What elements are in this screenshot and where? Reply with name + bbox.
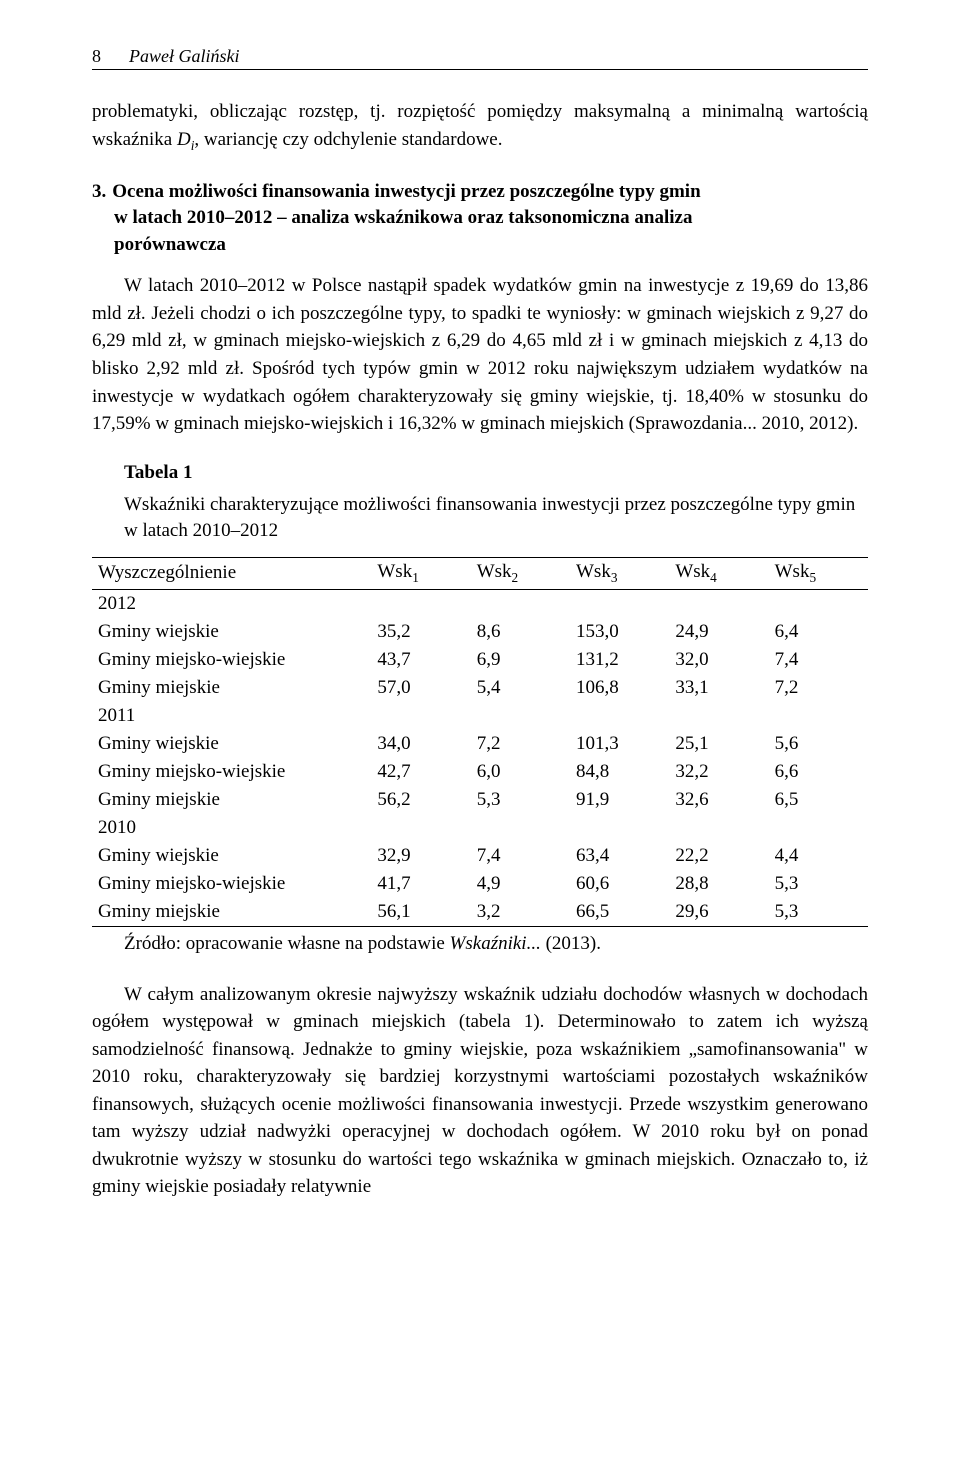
running-head: 8 Paweł Galiński (92, 46, 868, 70)
closing-paragraph-text: W całym analizowanym okresie najwyższy w… (92, 984, 868, 1198)
row-value: 66,5 (570, 898, 669, 927)
row-value: 28,8 (669, 870, 768, 898)
row-value: 63,4 (570, 842, 669, 870)
row-value: 3,2 (471, 898, 570, 927)
row-value: 6,0 (471, 758, 570, 786)
var-di: Di (177, 129, 194, 150)
table-row: Gminy miejsko-wiejskie42,76,084,832,26,6 (92, 758, 868, 786)
table-row: Gminy miejsko-wiejskie43,76,9131,232,07,… (92, 646, 868, 674)
table-label: Tabela 1 (124, 462, 868, 484)
row-value: 7,2 (769, 674, 868, 702)
section-title-line1: Ocena możliwości finansowania inwestycji… (112, 181, 700, 202)
table-year-row: 2012 (92, 589, 868, 618)
row-value: 32,0 (669, 646, 768, 674)
section-heading: 3. Ocena możliwości finansowania inwestyc… (92, 179, 868, 259)
col-header: Wsk3 (570, 557, 669, 589)
section-number: 3. (92, 179, 106, 206)
col-header: Wsk5 (769, 557, 868, 589)
row-label: Gminy wiejskie (92, 618, 371, 646)
row-value: 25,1 (669, 730, 768, 758)
row-value: 29,6 (669, 898, 768, 927)
indicators-table: Wyszczególnienie Wsk1 Wsk2 Wsk3 Wsk4 Wsk… (92, 557, 868, 927)
row-value: 32,2 (669, 758, 768, 786)
page-number: 8 (92, 46, 101, 67)
row-value: 5,6 (769, 730, 868, 758)
row-value: 43,7 (371, 646, 470, 674)
row-value: 7,4 (471, 842, 570, 870)
row-value: 106,8 (570, 674, 669, 702)
table-year-cell: 2012 (92, 589, 868, 618)
row-value: 5,3 (769, 870, 868, 898)
table-header-row: Wyszczególnienie Wsk1 Wsk2 Wsk3 Wsk4 Wsk… (92, 557, 868, 589)
row-value: 60,6 (570, 870, 669, 898)
body-paragraph: W latach 2010–2012 w Polsce nastąpił spa… (92, 272, 868, 437)
body-paragraph-text: W latach 2010–2012 w Polsce nastąpił spa… (92, 275, 868, 434)
row-label: Gminy miejsko-wiejskie (92, 758, 371, 786)
row-value: 6,6 (769, 758, 868, 786)
row-label: Gminy miejskie (92, 898, 371, 927)
table-row: Gminy wiejskie34,07,2101,325,15,6 (92, 730, 868, 758)
row-label: Gminy miejsko-wiejskie (92, 646, 371, 674)
row-label: Gminy miejskie (92, 786, 371, 814)
row-value: 4,4 (769, 842, 868, 870)
row-value: 6,9 (471, 646, 570, 674)
row-label: Gminy wiejskie (92, 842, 371, 870)
closing-paragraph: W całym analizowanym okresie najwyższy w… (92, 981, 868, 1201)
row-value: 5,3 (769, 898, 868, 927)
row-value: 42,7 (371, 758, 470, 786)
row-value: 5,4 (471, 674, 570, 702)
row-value: 6,4 (769, 618, 868, 646)
table-row: Gminy wiejskie35,28,6153,024,96,4 (92, 618, 868, 646)
source-prefix: Źródło: opracowanie własne na podstawie (124, 933, 450, 954)
row-value: 33,1 (669, 674, 768, 702)
row-value: 34,0 (371, 730, 470, 758)
table-row: Gminy miejskie57,05,4106,833,17,2 (92, 674, 868, 702)
row-value: 7,2 (471, 730, 570, 758)
row-value: 22,2 (669, 842, 768, 870)
table-year-cell: 2011 (92, 702, 868, 730)
table-source: Źródło: opracowanie własne na podstawie … (124, 933, 868, 955)
table-year-row: 2010 (92, 814, 868, 842)
row-value: 8,6 (471, 618, 570, 646)
row-value: 131,2 (570, 646, 669, 674)
col-header: Wsk1 (371, 557, 470, 589)
table-caption: Wskaźniki charakteryzujące możliwości fi… (124, 492, 868, 545)
table-year-row: 2011 (92, 702, 868, 730)
table-row: Gminy miejsko-wiejskie41,74,960,628,85,3 (92, 870, 868, 898)
row-value: 24,9 (669, 618, 768, 646)
row-value: 56,1 (371, 898, 470, 927)
row-value: 6,5 (769, 786, 868, 814)
row-value: 101,3 (570, 730, 669, 758)
author-name: Paweł Galiński (129, 46, 240, 67)
row-label: Gminy miejskie (92, 674, 371, 702)
section-title-line2: w latach 2010–2012 – analiza wskaźnikowa… (114, 205, 868, 232)
row-label: Gminy miejsko-wiejskie (92, 870, 371, 898)
source-ital: Wskaźniki... (450, 933, 541, 954)
col-header: Wsk2 (471, 557, 570, 589)
col-header: Wyszczególnienie (92, 557, 371, 589)
section-title-line3: porównawcza (114, 232, 868, 259)
row-value: 57,0 (371, 674, 470, 702)
row-value: 4,9 (471, 870, 570, 898)
table-row: Gminy miejskie56,13,266,529,65,3 (92, 898, 868, 927)
row-value: 56,2 (371, 786, 470, 814)
row-value: 153,0 (570, 618, 669, 646)
row-label: Gminy wiejskie (92, 730, 371, 758)
page: 8 Paweł Galiński problematyki, obliczają… (0, 0, 960, 1281)
table-row: Gminy wiejskie32,97,463,422,24,4 (92, 842, 868, 870)
row-value: 41,7 (371, 870, 470, 898)
table-body: 2012Gminy wiejskie35,28,6153,024,96,4Gmi… (92, 589, 868, 926)
col-header: Wsk4 (669, 557, 768, 589)
row-value: 5,3 (471, 786, 570, 814)
row-value: 91,9 (570, 786, 669, 814)
row-value: 32,9 (371, 842, 470, 870)
row-value: 32,6 (669, 786, 768, 814)
source-suffix: (2013). (541, 933, 601, 954)
row-value: 84,8 (570, 758, 669, 786)
table-row: Gminy miejskie56,25,391,932,66,5 (92, 786, 868, 814)
table-year-cell: 2010 (92, 814, 868, 842)
intro-paragraph: problematyki, obliczając rozstęp, tj. ro… (92, 98, 868, 155)
row-value: 35,2 (371, 618, 470, 646)
row-value: 7,4 (769, 646, 868, 674)
